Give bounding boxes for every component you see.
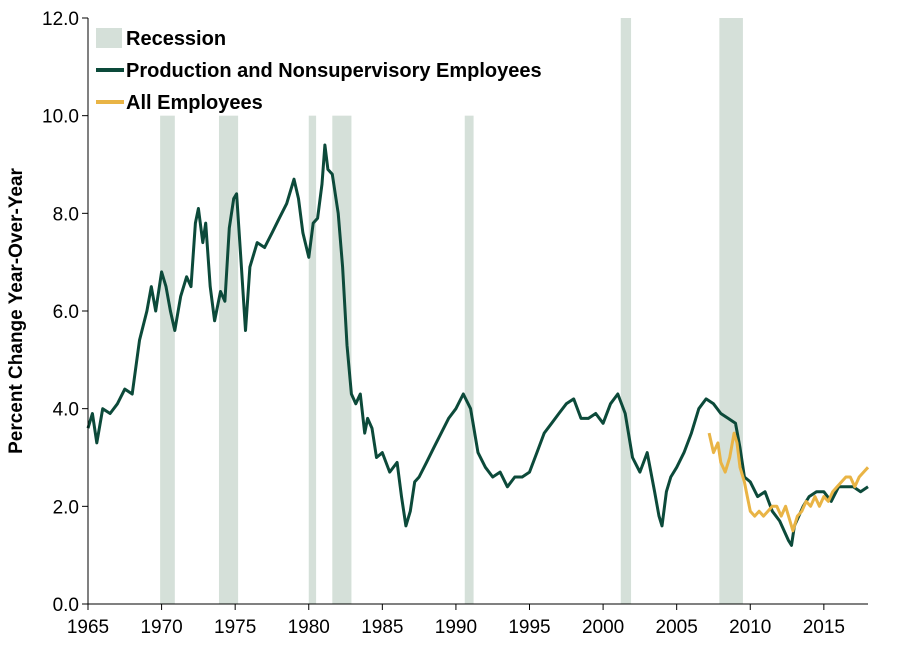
x-tick-label: 2010	[729, 617, 771, 638]
legend: Recession Production and Nonsupervisory E…	[96, 28, 542, 114]
x-tick-label: 1970	[140, 617, 182, 638]
y-ticks: 0.0 2.0 4.0 6.0 8.0 10.0 12.0	[42, 9, 88, 616]
recession-band-7	[719, 18, 743, 604]
x-tick-label: 2015	[803, 617, 845, 638]
series-line-all-employees	[707, 431, 870, 533]
x-tick-label: 2005	[656, 617, 698, 638]
y-tick-label: 8.0	[53, 204, 79, 225]
legend-swatch-recession	[96, 28, 122, 48]
series-lines	[86, 143, 870, 547]
x-tick-label: 1995	[508, 617, 550, 638]
x-tick-label: 2000	[582, 617, 624, 638]
x-tick-label: 1975	[214, 617, 256, 638]
recession-bands	[160, 18, 743, 605]
y-tick-label: 2.0	[53, 497, 79, 518]
x-tick-label: 1985	[361, 617, 403, 638]
x-tick-label: 1990	[435, 617, 477, 638]
recession-band-5	[464, 115, 474, 605]
x-ticks: 1965 1970 1975 1980 1985 1990 1995 2000 2005 2010…	[67, 604, 845, 638]
legend-label: Production and Nonsupervisory Employees	[126, 60, 542, 82]
y-axis-label: Percent Change Year-Over-Year	[6, 167, 27, 453]
series-line-production-nonsupervisory	[86, 143, 869, 547]
legend-label: All Employees	[126, 92, 263, 114]
recession-band-4	[332, 115, 352, 605]
x-tick-label: 1980	[288, 617, 330, 638]
legend-label: Recession	[126, 28, 226, 50]
y-tick-label: 6.0	[53, 302, 79, 323]
recession-band-6	[620, 18, 632, 604]
y-tick-label: 4.0	[53, 400, 79, 421]
recession-band-2	[218, 115, 239, 605]
y-tick-label: 0.0	[53, 595, 79, 616]
y-tick-label: 10.0	[42, 107, 79, 128]
x-tick-label: 1965	[67, 617, 109, 638]
recession-band-1	[160, 115, 175, 605]
recession-band-3	[308, 115, 317, 605]
y-tick-label: 12.0	[42, 9, 79, 30]
